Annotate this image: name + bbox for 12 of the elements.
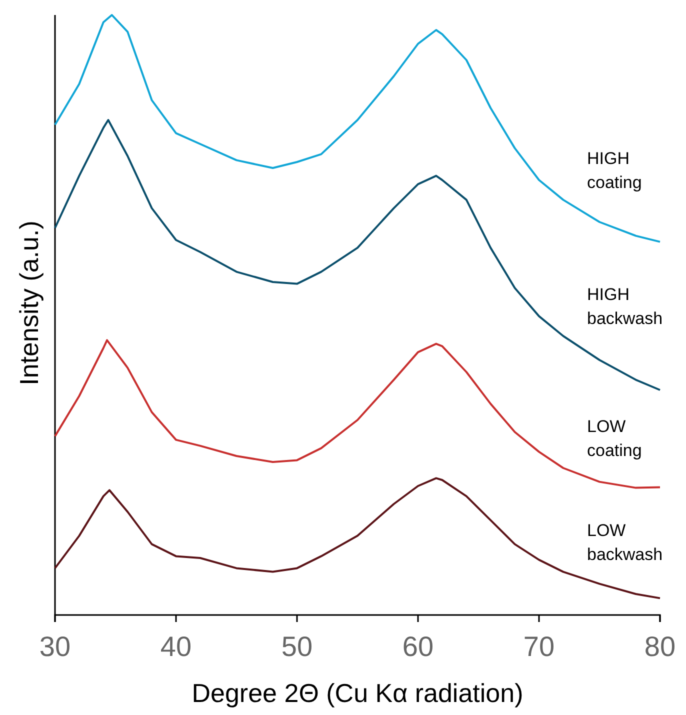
x-tick-label: 30 [39,630,71,662]
x-axis-title: Degree 2Θ (Cu Kα radiation) [192,678,524,708]
series-label: LOW backwash [587,520,663,564]
x-tick-label: 60 [402,630,434,662]
x-tick-label: 40 [160,630,192,662]
x-tick-label: 70 [523,630,555,662]
x-tick-label: 80 [644,630,676,662]
x-tick-label: 50 [281,630,313,662]
series-label: LOW coating [587,417,642,460]
series-label: HIGH backwash [587,285,663,328]
y-axis-title: Intensity (a.u.) [14,220,44,386]
series-label: HIGH coating [587,148,642,192]
